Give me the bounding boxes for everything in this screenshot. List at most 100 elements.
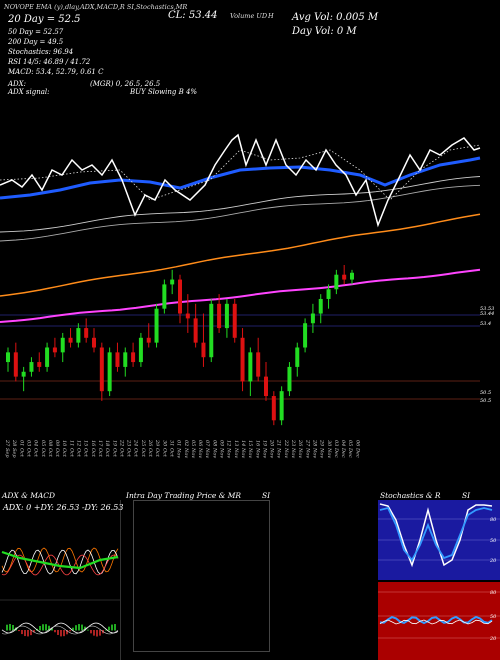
buy-label: BUY Slowing B 4% (130, 88, 198, 96)
intraday-panel (133, 500, 270, 652)
adx-values: ADX: 0 +DY: 26.53 -DY: 26.53 (3, 503, 124, 512)
date-label: 10 Oct (61, 440, 67, 458)
date-label: 28 Sep (11, 439, 17, 458)
macd-histogram-bar (42, 624, 44, 631)
stochastic-d-line (379, 506, 493, 562)
macd-histogram-bar (105, 629, 107, 631)
date-label: 25 Oct (140, 439, 146, 458)
date-label: 05 Oct (40, 440, 46, 458)
candle-body (131, 352, 136, 363)
mgr-label: (MGR) 0, 26.5, 26.5 (90, 80, 161, 88)
date-label: 16 Oct (90, 440, 96, 458)
macd-histogram-bar (66, 630, 68, 635)
adx-green-line (1, 550, 119, 570)
date-label: 05 Nov (190, 440, 196, 458)
stoch-tick-80: 80 (490, 517, 497, 523)
macd-histogram-bar (33, 630, 35, 633)
candle-body (209, 303, 214, 358)
date-label: 21 Nov (276, 439, 282, 458)
day-volume: Day Vol: 0 M (292, 26, 357, 37)
candle-body (318, 298, 323, 314)
date-label: 14 Nov (240, 440, 246, 458)
candle-body (99, 347, 104, 392)
price-label-1: 53.53 (480, 306, 495, 312)
macd-histogram-bar (39, 625, 41, 631)
date-label: 08 Oct (47, 440, 53, 458)
date-label: 29 Oct (154, 439, 160, 458)
macd-histogram-bar (45, 624, 47, 631)
date-label: 22 Nov (283, 439, 289, 458)
candle-body (248, 352, 253, 382)
rsi-label: RSI 14/5: 46.89 / 41.72 (8, 58, 91, 66)
date-label: 04 Oct (33, 440, 39, 458)
price-label-3: 53.4 (480, 321, 492, 327)
candle-body (224, 303, 229, 329)
ema200-label: 200 Day = 49.5 (8, 38, 64, 46)
date-label: 15 Oct (83, 440, 89, 458)
rsi-white-line (379, 619, 493, 625)
macd-histogram-bar (21, 630, 23, 635)
price-label-4: 50.5 (480, 390, 492, 396)
date-label: 19 Oct (111, 440, 117, 458)
date-label: 18 Oct (104, 440, 110, 458)
adx-panel-title: ADX & MACD (2, 491, 56, 500)
date-label: 09 Nov (219, 440, 225, 458)
adx-label: ADX: (8, 80, 27, 88)
avg-volume: Avg Vol: 0.005 M (292, 12, 379, 23)
ema20-label: 20 Day = 52.5 (8, 14, 81, 25)
channel-lower-line (0, 184, 481, 242)
rsi-tick-20: 20 (490, 636, 497, 642)
date-label: 16 Nov (254, 440, 260, 458)
symbol-line: NOVOPE EMA (y),dlay,ADX,MACD,R SI,Stocha… (4, 3, 188, 11)
date-label: 12 Oct (76, 440, 82, 458)
stochastic-k-line (379, 503, 493, 568)
candle-body (264, 376, 268, 397)
macd-histogram-bar (90, 630, 92, 634)
ema200-line (0, 268, 481, 323)
date-label: 06 Nov (197, 440, 203, 458)
candle-body (287, 366, 292, 392)
macd-histogram-bar (96, 630, 98, 637)
date-label: 06 Dec (354, 440, 360, 458)
ema20-line (0, 156, 481, 200)
candle-body (217, 303, 222, 329)
candle-body (350, 272, 354, 280)
date-label: 08 Nov (211, 440, 217, 458)
macd-histogram-bar (69, 630, 71, 632)
price-close-line (0, 133, 481, 228)
date-label: 04 Dec (340, 440, 346, 458)
candle-body (123, 352, 128, 367)
macd-histogram-bar (12, 625, 14, 631)
macd-histogram-bar (48, 625, 50, 631)
date-label: 07 Nov (204, 440, 210, 458)
macd-histogram-bar (27, 630, 29, 637)
date-label: 30 Nov (326, 440, 332, 458)
rsi-blue-line (379, 615, 493, 625)
date-label: 09 Oct (54, 440, 60, 458)
candle-body (138, 337, 143, 363)
rsi-tick-80: 80 (490, 590, 497, 596)
date-label: 29 Nov (319, 439, 325, 458)
date-label: 03 Dec (333, 440, 339, 458)
candle-body (162, 284, 167, 309)
macd-histogram-bar (81, 624, 83, 631)
candle-body (256, 352, 261, 377)
rsi-tick-50: 50 (490, 614, 497, 620)
macd-histogram-bar (24, 630, 26, 637)
macd-histogram-bar (87, 629, 89, 631)
candle-body (76, 328, 81, 343)
macd-histogram-bar (30, 630, 32, 636)
adx-white-line (1, 549, 119, 575)
macd-histogram-bar (93, 630, 95, 636)
date-label: 22 Oct (118, 439, 124, 458)
date-label: 12 Nov (226, 440, 232, 458)
date-label: 26 Nov (297, 439, 303, 458)
macd-histogram-bar (99, 630, 101, 636)
macd-histogram-bar (51, 628, 53, 631)
candle-body (52, 347, 57, 353)
candle-body (170, 279, 175, 285)
macd-histogram-bar (6, 624, 8, 631)
macd-histogram-bar (114, 624, 116, 631)
macd-label: MACD: 53.4, 52.79, 0.61 C (8, 68, 104, 76)
date-label: 23 Nov (290, 439, 296, 458)
